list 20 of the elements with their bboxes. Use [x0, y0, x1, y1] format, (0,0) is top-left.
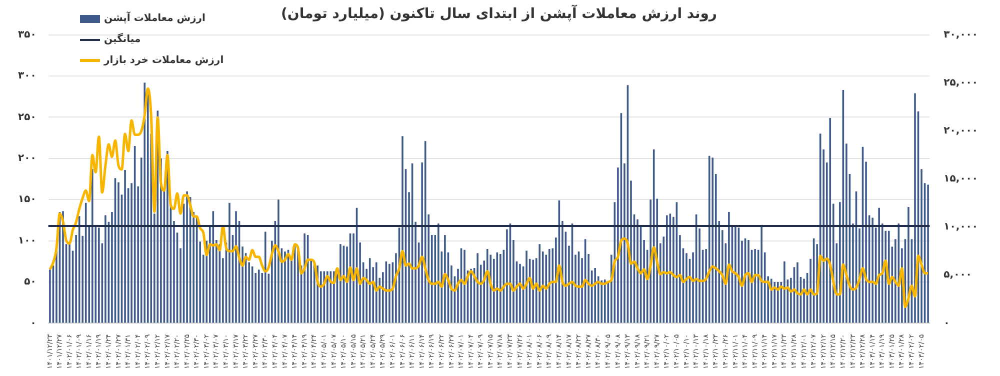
- y2-tick-label: ۲۰,۰۰۰: [944, 126, 978, 137]
- y-tick-label: ۰: [30, 318, 36, 329]
- y-tick-label: ۲۰۰: [18, 152, 36, 164]
- y2-tick-label: ۱۵,۰۰۰: [944, 174, 978, 185]
- y2-tick-label: ۱۰,۰۰۰: [944, 222, 978, 233]
- y-tick-label: ۱۵۰: [18, 194, 36, 206]
- y-tick-label: ۵۰: [24, 276, 36, 288]
- y-tick-label: ۳۰۰: [18, 70, 36, 82]
- chart-title: روند ارزش معاملات آپشن از ابتدای سال تاکنون (میلیارد تومان): [281, 4, 717, 22]
- y2-tick-label: ۵,۰۰۰: [944, 270, 972, 281]
- y-tick-label: ۲۵۰: [18, 112, 36, 123]
- y-tick-label: ۳۵۰: [18, 29, 36, 40]
- line-series: [48, 87, 930, 308]
- legend-label: ارزش معاملات خرد بازار: [104, 55, 224, 66]
- y2-tick-label: ۰: [944, 318, 950, 329]
- legend-label: میانگین: [104, 34, 141, 45]
- y2-tick-label: ۲۵,۰۰۰: [944, 77, 978, 88]
- y2-tick-label: ۳۰,۰۰۰: [944, 29, 978, 40]
- legend-label: ارزش معاملات آپشن: [104, 13, 206, 24]
- y-tick-label: ۱۰۰: [18, 235, 36, 246]
